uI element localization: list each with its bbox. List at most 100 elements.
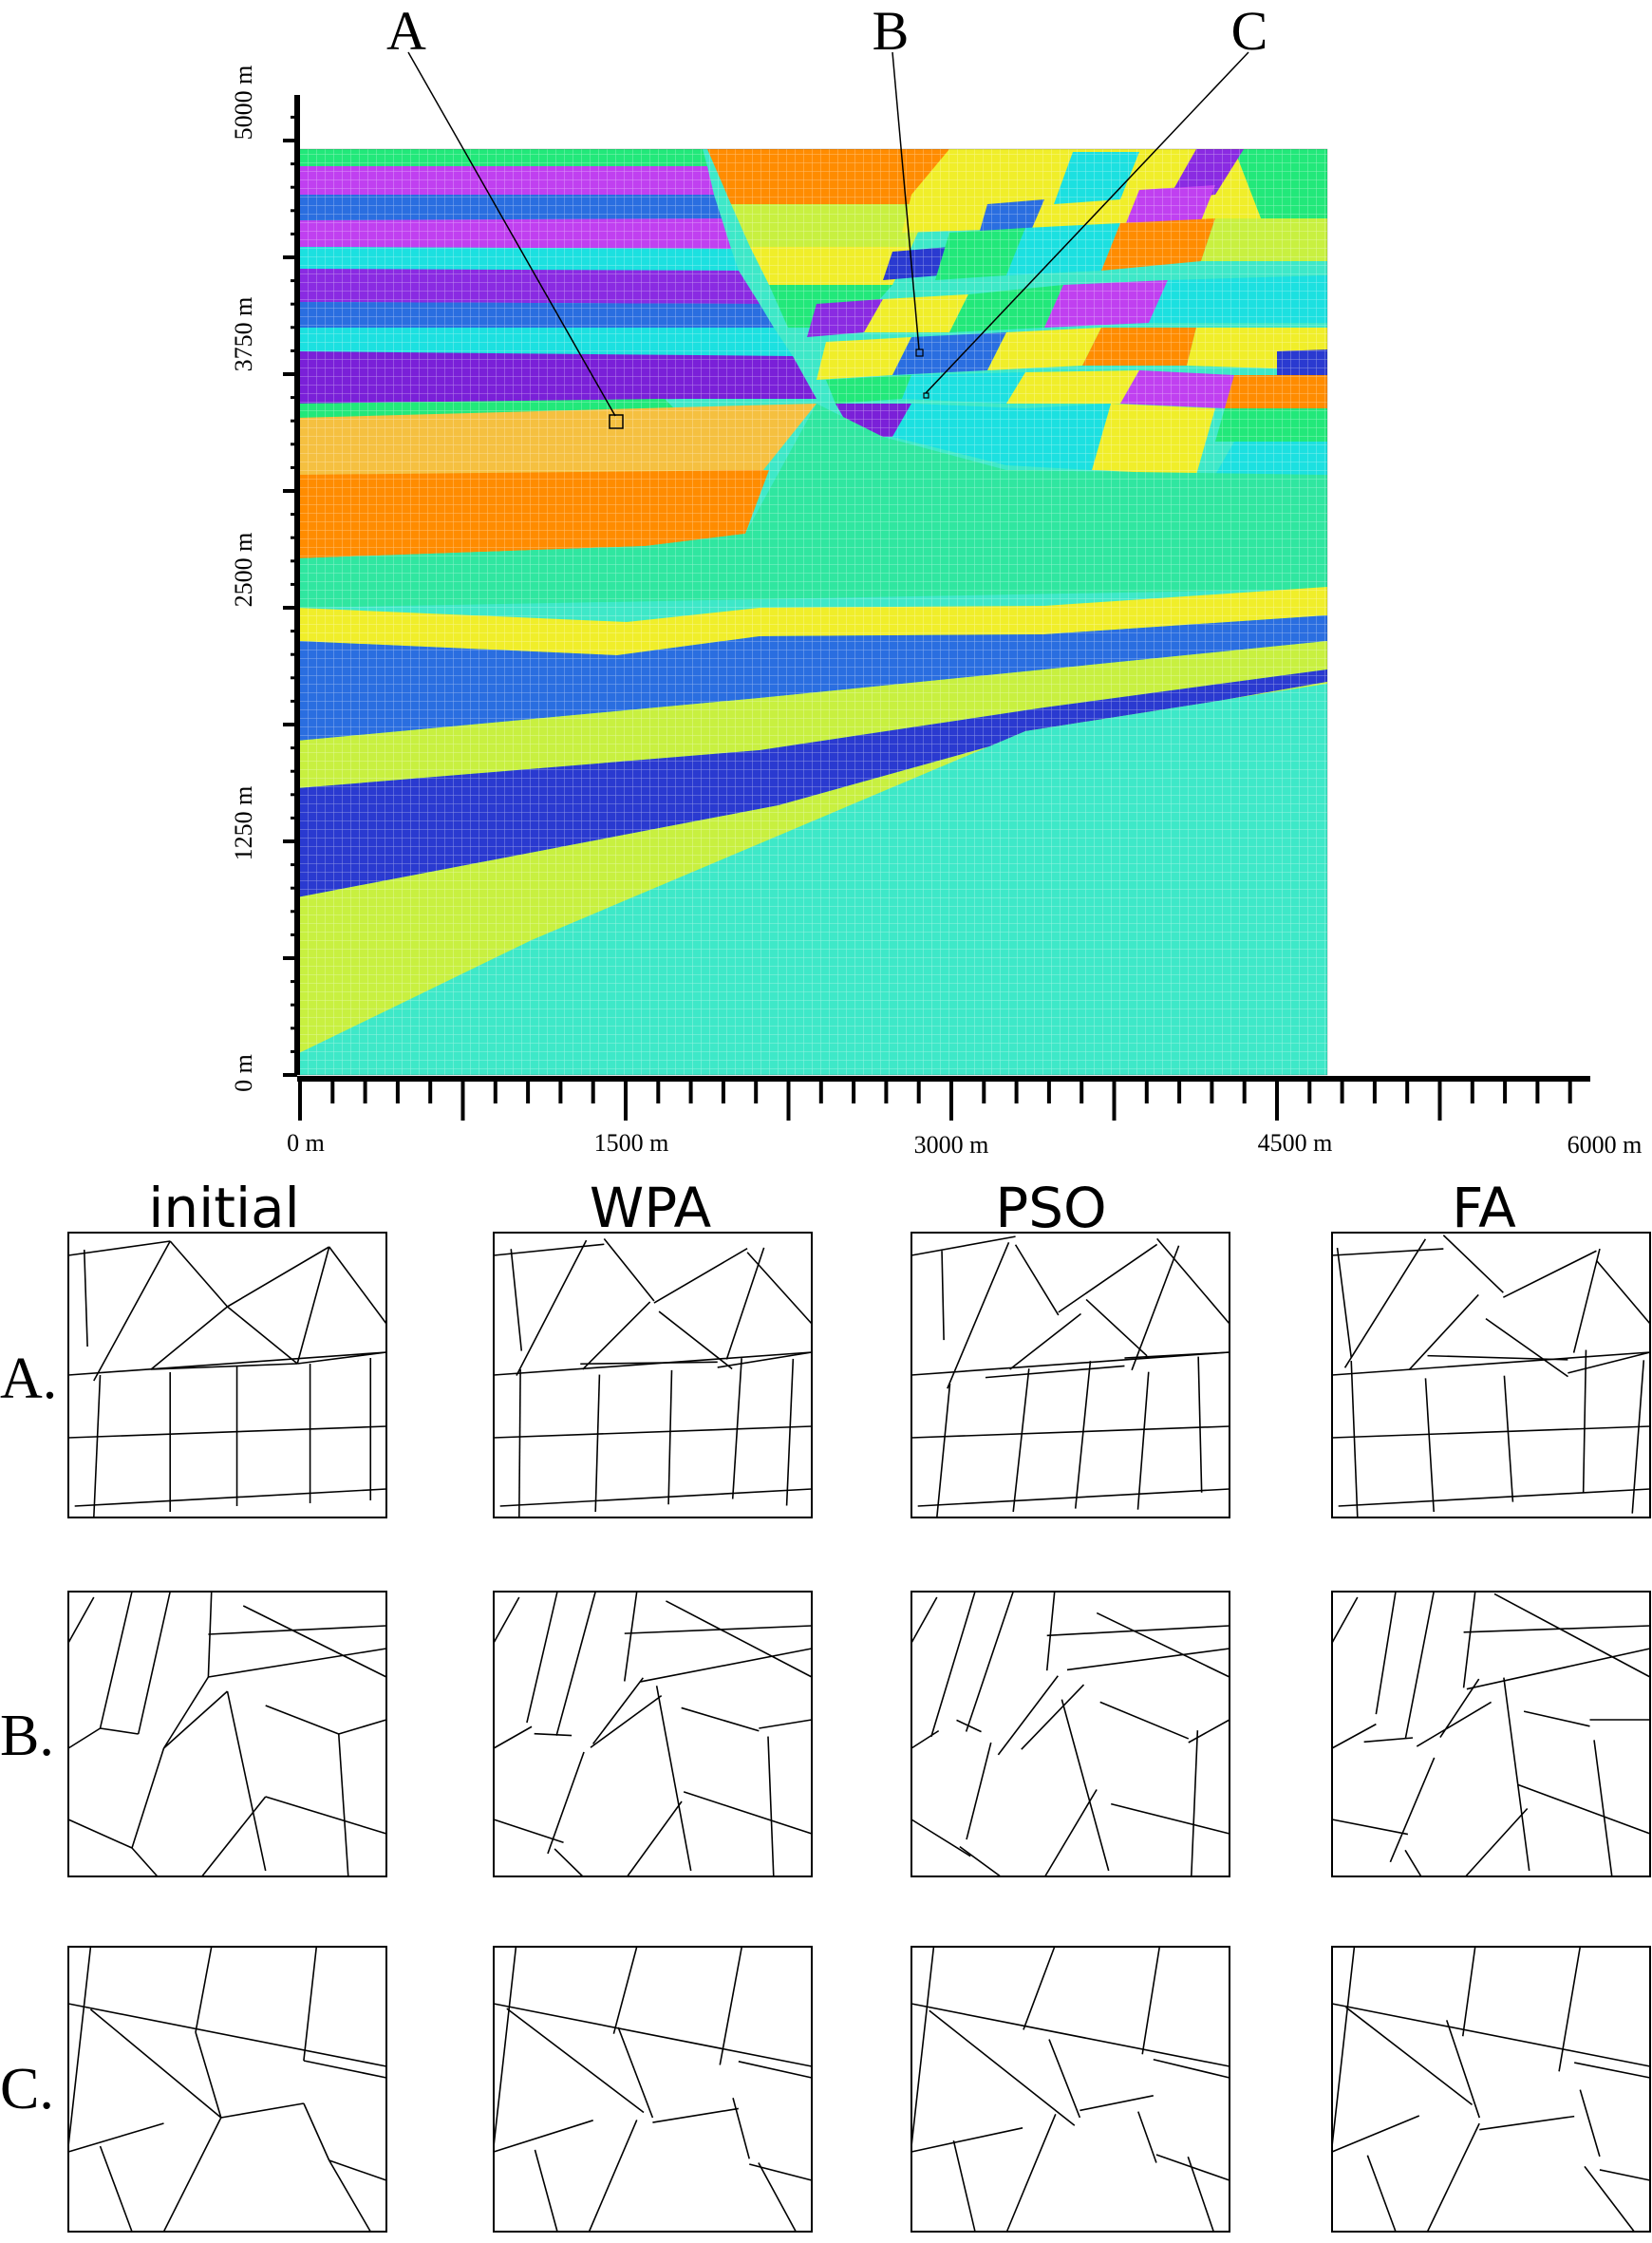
callout-markers: [407, 51, 1249, 429]
mesh-panel-frame: [67, 1232, 387, 1518]
mesh-edge: [131, 1847, 159, 1877]
mesh-edge: [242, 1605, 387, 1678]
x-tick-label-6000: 6000 m: [1568, 1131, 1643, 1159]
mesh-panel-frame: [1331, 1591, 1651, 1877]
mesh-edge: [99, 2145, 133, 2233]
mesh-edge: [67, 1596, 95, 1644]
mesh-edge: [208, 1625, 387, 1635]
mesh-edge: [226, 1306, 298, 1365]
x-tick-label-3000: 3000 m: [914, 1131, 989, 1159]
mesh-edge: [493, 1596, 520, 1644]
mesh-panel-frame: [1331, 1232, 1651, 1518]
mesh-edge: [947, 1241, 1010, 1389]
mesh-edge: [617, 2026, 654, 2119]
mesh-edge: [1493, 1593, 1651, 1678]
y-tick-label-2500: 2500 m: [230, 533, 257, 608]
mesh-edge: [1155, 2154, 1230, 2181]
mesh-edge: [1404, 1849, 1422, 1877]
mesh-panel: [910, 1232, 1230, 1518]
mesh-edge: [959, 1845, 1002, 1877]
mesh-edge: [297, 1351, 387, 1365]
mesh-edge: [1599, 2169, 1651, 2181]
mesh-edge: [1485, 1318, 1568, 1378]
mesh-edge: [985, 1365, 1125, 1379]
mesh-edge: [1462, 1591, 1476, 1688]
mesh-edge: [683, 1791, 813, 1835]
mesh-edge: [83, 1249, 88, 1348]
mesh-edge: [1197, 1356, 1203, 1493]
mesh-edge: [67, 2003, 387, 2067]
mesh-edge: [555, 1591, 596, 1736]
mesh-edge: [732, 2098, 751, 2159]
mesh-edge: [590, 1694, 663, 1748]
mesh-panel: [67, 1946, 387, 2233]
mesh-edge: [1005, 2114, 1057, 2233]
mesh-edge: [910, 2127, 1023, 2153]
mesh-panel: [493, 1946, 813, 2233]
mesh-edge: [910, 1819, 971, 1857]
mesh-edge: [493, 2003, 813, 2067]
callout-box-b: [915, 349, 924, 357]
mesh-edge: [1061, 1699, 1110, 1872]
mesh-edge: [518, 1368, 521, 1518]
mesh-edge: [1574, 2062, 1651, 2079]
mesh-edge: [1503, 1375, 1514, 1502]
mesh-edge: [719, 1946, 743, 2065]
mesh-panel: [1331, 1591, 1651, 1877]
y-axis: 5000 m 3750 m 2500 m 1250 m 0 m: [230, 66, 300, 1092]
y-axis-ticks: [283, 115, 297, 1077]
mesh-edge: [162, 2117, 222, 2233]
mesh-edge: [1045, 1591, 1056, 1671]
mesh-edge: [910, 1235, 1016, 1256]
mesh-edge: [1066, 1648, 1230, 1671]
mesh-edge: [1584, 2165, 1635, 2233]
mesh-edge: [1021, 1684, 1085, 1750]
mesh-edge: [1426, 2122, 1480, 2233]
mesh-edge: [1141, 1946, 1161, 2055]
mesh-panel: [910, 1591, 1230, 1877]
row-label-c: C.: [0, 2057, 54, 2121]
mesh-edge: [93, 1240, 171, 1382]
mesh-edge: [1463, 1625, 1651, 1633]
mesh-edge: [956, 1719, 982, 1733]
mesh-edge: [1582, 1349, 1587, 1493]
callout-box-a: [609, 414, 624, 429]
mesh-edge: [1465, 1807, 1529, 1877]
mesh-edge: [592, 1677, 644, 1744]
mesh-edge: [493, 2120, 593, 2153]
mesh-edge: [1096, 1612, 1230, 1678]
mesh-edge: [1502, 1250, 1597, 1298]
mesh-edge: [1079, 2095, 1154, 2112]
mesh-edge: [603, 1238, 655, 1302]
mesh-edge: [1136, 1371, 1150, 1510]
mesh-edge: [93, 1374, 102, 1518]
mesh-panel-frame: [493, 1232, 813, 1518]
mesh-edge: [1389, 1757, 1436, 1863]
callout-label-b: B: [873, 0, 910, 62]
mesh-panel-frame: [1331, 1946, 1651, 2233]
mesh-edge: [1408, 1293, 1479, 1370]
mesh-edge: [1137, 2111, 1157, 2163]
mesh-edge: [1046, 1625, 1230, 1637]
mesh-edge: [67, 1240, 171, 1256]
mesh-edge: [67, 2122, 164, 2153]
x-axis: 0 m 1500 m 3000 m 4500 m 6000 m: [287, 1076, 1643, 1159]
mesh-edge: [936, 1383, 951, 1518]
mesh-edge: [594, 1374, 601, 1513]
mesh-edge: [1331, 1351, 1651, 1376]
column-header-pso: PSO: [995, 1176, 1106, 1240]
mesh-edge: [1009, 1312, 1081, 1370]
mesh-panel-frame: [910, 1946, 1230, 2233]
mesh-edge: [1461, 1946, 1476, 2037]
mesh-edge: [493, 1725, 533, 1749]
mesh-edge: [1099, 1701, 1190, 1740]
mesh-edge: [930, 1591, 976, 1738]
mesh-edge: [1579, 2089, 1601, 2158]
mesh-edge: [717, 1351, 813, 1368]
mesh-edge: [1191, 1730, 1199, 1877]
mesh-edge: [910, 2003, 1230, 2067]
mesh-edge: [738, 2061, 813, 2079]
mesh-edge: [1366, 2155, 1397, 2233]
mesh-edge: [917, 1488, 1230, 1507]
mesh-edge: [910, 1946, 935, 2147]
